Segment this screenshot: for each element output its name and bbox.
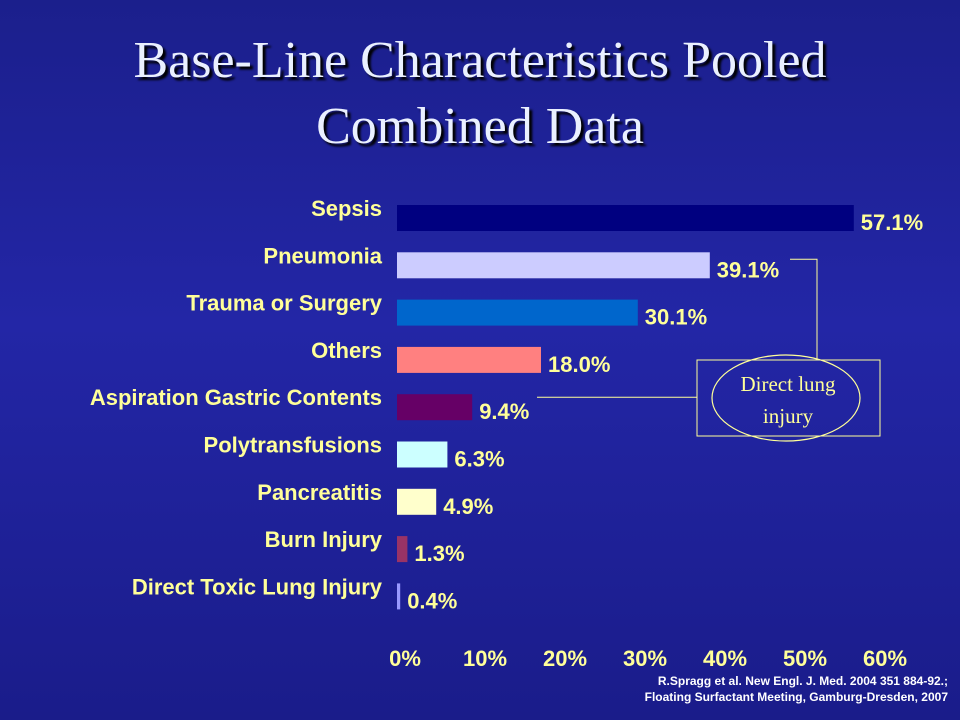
category-label-sepsis: Sepsis xyxy=(311,196,382,221)
value-label-pancreatitis: 4.9% xyxy=(443,494,493,519)
citation: R.Spragg et al. New Engl. J. Med. 2004 3… xyxy=(645,673,948,705)
bar-aspiration-gastric-contents xyxy=(397,394,473,421)
category-label-burn-injury: Burn Injury xyxy=(265,527,383,552)
value-label-pneumonia: 39.1% xyxy=(717,257,779,282)
x-tick-label-5: 50% xyxy=(783,646,827,671)
bars-group xyxy=(397,205,854,610)
category-label-others: Others xyxy=(311,338,382,363)
title-line-2: Combined Data xyxy=(316,98,644,155)
x-tick-label-4: 40% xyxy=(703,646,747,671)
slide-title: Base-Line Characteristics Pooled Combine… xyxy=(0,28,960,160)
callout-ellipse xyxy=(711,354,861,442)
value-label-aspiration-gastric-contents: 9.4% xyxy=(479,399,529,424)
category-label-pneumonia: Pneumonia xyxy=(263,243,382,268)
value-label-sepsis: 57.1% xyxy=(861,210,923,235)
bar-trauma-or-surgery xyxy=(397,299,638,326)
callout-box xyxy=(696,359,881,437)
bar-burn-injury xyxy=(397,536,408,563)
citation-line-2: Floating Surfactant Meeting, Gamburg-Dre… xyxy=(644,690,948,704)
value-label-polytransfusions: 6.3% xyxy=(454,447,504,472)
callout-text-line-2: injury xyxy=(763,404,814,428)
value-label-trauma-or-surgery: 30.1% xyxy=(645,305,707,330)
value-labels-group: 57.1% 39.1% 30.1% 18.0% 9.4% 6.3% 4.9% 1.3% 0.4% xyxy=(407,210,923,613)
value-label-others: 18.0% xyxy=(548,352,610,377)
bar-others xyxy=(397,346,541,373)
category-labels-group: Sepsis Pneumonia Trauma or Surgery Others As… xyxy=(90,196,383,599)
x-tick-label-2: 20% xyxy=(543,646,587,671)
bar-polytransfusions xyxy=(397,441,448,468)
category-label-direct-toxic-lung-injury: Direct Toxic Lung Injury xyxy=(132,574,383,599)
bar-direct-toxic-lung-injury xyxy=(397,583,401,610)
callout-text-line-1: Direct lung xyxy=(740,372,836,396)
x-tick-label-6: 60% xyxy=(863,646,907,671)
category-label-pancreatitis: Pancreatitis xyxy=(257,480,382,505)
bar-sepsis xyxy=(397,205,854,231)
value-label-direct-toxic-lung-injury: 0.4% xyxy=(407,588,457,613)
value-label-burn-injury: 1.3% xyxy=(414,541,464,566)
citation-line-1: R.Spragg et al. New Engl. J. Med. 2004 3… xyxy=(657,674,948,688)
direct-lung-injury-callout: Direct lung injury xyxy=(537,258,881,442)
category-label-polytransfusions: Polytransfusions xyxy=(204,433,382,458)
x-axis-tick-labels: 0% 10% 20% 30% 40% 50% 60% xyxy=(389,646,907,671)
callout-connector-pneumonia xyxy=(790,258,818,360)
x-tick-label-3: 30% xyxy=(623,646,667,671)
category-label-aspiration-gastric-contents: Aspiration Gastric Contents xyxy=(90,385,382,410)
bar-pneumonia xyxy=(397,252,710,279)
x-tick-label-1: 10% xyxy=(463,646,507,671)
bar-pancreatitis xyxy=(397,488,437,515)
x-tick-label-0: 0% xyxy=(389,646,421,671)
title-line-1: Base-Line Characteristics Pooled xyxy=(133,32,827,89)
category-label-trauma-or-surgery: Trauma or Surgery xyxy=(186,291,382,316)
